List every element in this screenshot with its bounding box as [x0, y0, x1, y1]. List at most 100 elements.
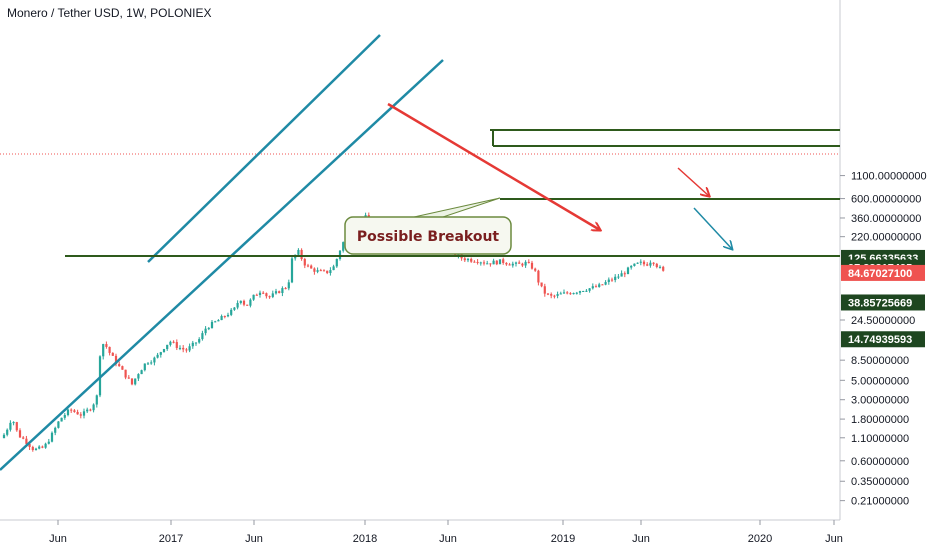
- candle-body: [630, 265, 633, 268]
- candle: [44, 442, 47, 449]
- candle-body: [601, 284, 604, 286]
- candle: [252, 294, 255, 301]
- candle-body: [159, 352, 162, 355]
- candle-body: [578, 291, 582, 293]
- candle: [121, 365, 124, 370]
- candle-body: [44, 443, 47, 448]
- price-axis[interactable]: 1100.00000000 600.00000000 360.00000000 220…: [840, 171, 927, 508]
- candle-body: [86, 409, 89, 412]
- price-tick-label: 0.21000000: [851, 496, 909, 508]
- candle: [652, 262, 655, 266]
- candle-body: [22, 437, 25, 439]
- candle-body: [143, 363, 146, 371]
- candle: [594, 284, 598, 288]
- candle-body: [82, 411, 86, 416]
- candle: [18, 428, 22, 438]
- candle: [543, 283, 546, 297]
- candle: [610, 277, 614, 282]
- candle-body: [156, 354, 159, 358]
- candle: [306, 263, 310, 268]
- candle-body: [479, 262, 482, 264]
- candle: [623, 271, 626, 278]
- candle-body: [642, 261, 646, 265]
- candle-body: [332, 266, 335, 271]
- candle-body: [223, 316, 226, 318]
- candle: [466, 257, 470, 263]
- candle: [130, 378, 134, 386]
- price-tick-label: 1100.00000000: [851, 171, 927, 183]
- candle-body: [466, 258, 470, 261]
- candle-body: [329, 270, 332, 274]
- candle: [495, 260, 498, 266]
- candle: [271, 290, 274, 299]
- candle: [233, 307, 236, 311]
- price-tick-label: 360.00000000: [851, 213, 921, 225]
- chart-title: Monero / Tether USD, 1W, POLONIEX: [7, 6, 212, 20]
- candle: [553, 294, 556, 299]
- candle-body: [633, 263, 636, 266]
- price-tick-label: 600.00000000: [851, 194, 921, 206]
- candle: [70, 408, 73, 413]
- candle-body: [470, 258, 473, 262]
- projection-arrow-red[interactable]: [677, 167, 709, 196]
- time-tick-label: Jun: [245, 533, 263, 545]
- candle-body: [214, 321, 217, 323]
- channel-lower-line[interactable]: [0, 59, 444, 471]
- candle: [182, 345, 185, 353]
- candle: [239, 300, 242, 305]
- candle: [303, 257, 306, 269]
- candle-body: [639, 261, 642, 263]
- candle-body: [31, 446, 34, 451]
- candle: [591, 283, 594, 290]
- candle-body: [217, 320, 220, 322]
- candle: [156, 352, 159, 359]
- candle: [76, 409, 79, 415]
- candle: [124, 369, 127, 380]
- candle: [50, 431, 54, 443]
- candle: [486, 260, 489, 265]
- time-tick-label: Jun: [49, 533, 67, 545]
- candle-body: [137, 374, 140, 379]
- candle-body: [9, 422, 12, 430]
- candle-body: [582, 291, 585, 293]
- time-axis[interactable]: Jun 2017 Jun 2018 Jun 2019 Jun 2020 Jun: [49, 520, 843, 545]
- candle: [105, 341, 108, 349]
- candle: [262, 291, 265, 295]
- projection-arrow-blue[interactable]: [693, 207, 732, 249]
- channel-upper-line[interactable]: [147, 34, 381, 263]
- candle: [585, 289, 588, 293]
- candle-body: [313, 268, 316, 272]
- candle-body: [47, 441, 50, 444]
- candle-body: [124, 369, 127, 378]
- candle: [82, 408, 86, 419]
- downtrend-arrow[interactable]: [387, 102, 600, 230]
- candle-body: [290, 258, 294, 283]
- candle-body: [287, 282, 290, 289]
- candle: [127, 375, 130, 379]
- candlestick-series[interactable]: [2, 212, 665, 452]
- candle-body: [652, 262, 655, 264]
- candle-body: [546, 293, 550, 295]
- candle: [527, 259, 530, 264]
- candle: [169, 340, 172, 347]
- time-tick-label: 2017: [159, 533, 183, 545]
- candle: [514, 261, 518, 267]
- candle: [479, 261, 482, 266]
- candle: [66, 408, 70, 417]
- callout-pointer: [413, 197, 501, 219]
- candle: [204, 326, 207, 336]
- candle: [175, 339, 178, 351]
- candle-body: [105, 344, 108, 347]
- candle-body: [591, 286, 594, 289]
- candle-body: [550, 294, 553, 296]
- candle-body: [182, 347, 185, 350]
- candle: [137, 373, 140, 382]
- breakout-callout[interactable]: Possible Breakout: [344, 197, 512, 255]
- candle: [242, 299, 246, 307]
- candle: [620, 270, 623, 277]
- candle: [268, 295, 271, 299]
- candle-body: [553, 295, 556, 297]
- candle: [630, 265, 633, 270]
- candle: [614, 274, 617, 283]
